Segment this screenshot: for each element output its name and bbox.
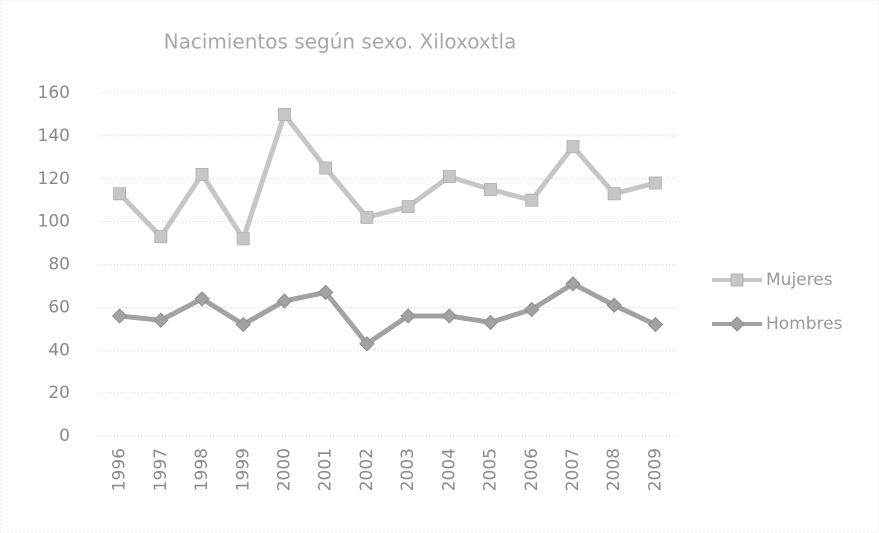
- x-tick-label: 2007: [563, 448, 583, 491]
- x-tick-label: 2001: [316, 448, 336, 491]
- chart-title: Nacimientos según sexo. Xiloxoxtla: [164, 30, 517, 54]
- marker: [236, 232, 250, 246]
- x-tick-label: 1999: [233, 448, 253, 491]
- x-tick-label: 2004: [439, 448, 459, 491]
- marker: [566, 140, 580, 154]
- y-tick-label: 160: [38, 83, 70, 103]
- marker: [524, 301, 540, 318]
- marker: [154, 230, 168, 244]
- marker: [235, 316, 251, 333]
- legend-label: Hombres: [766, 314, 843, 334]
- y-tick-label: 120: [38, 169, 70, 189]
- marker: [606, 297, 622, 313]
- marker: [484, 182, 498, 196]
- x-tick-label: 2000: [274, 448, 294, 491]
- marker: [482, 314, 499, 331]
- marker: [111, 308, 128, 324]
- series-line: [117, 111, 657, 242]
- y-tick-label: 60: [48, 297, 70, 317]
- marker: [153, 312, 169, 328]
- y-tick-label: 0: [59, 426, 70, 446]
- marker: [441, 308, 458, 324]
- marker: [442, 170, 456, 184]
- x-tick-label: 2003: [398, 448, 418, 491]
- x-tick-label: 2008: [604, 448, 624, 491]
- marker: [317, 284, 334, 301]
- marker: [359, 336, 375, 352]
- x-tick-label: 1997: [151, 448, 171, 491]
- marker: [525, 193, 539, 207]
- marker: [730, 273, 744, 287]
- x-tick-label: 2002: [357, 448, 377, 491]
- marker: [360, 210, 374, 224]
- y-tick-label: 80: [48, 255, 70, 275]
- marker: [729, 316, 745, 332]
- x-tick-label: 2006: [522, 448, 542, 491]
- marker: [607, 187, 621, 201]
- marker: [277, 107, 291, 121]
- marker: [194, 291, 210, 307]
- marker: [648, 176, 662, 190]
- x-tick-label: 2009: [645, 448, 665, 491]
- marker: [113, 187, 127, 201]
- series-line: [119, 281, 657, 347]
- y-tick-label: 100: [38, 212, 70, 232]
- y-tick-label: 20: [48, 383, 70, 403]
- marker: [565, 276, 581, 292]
- marker: [195, 167, 209, 181]
- legend-label: Mujeres: [766, 270, 833, 290]
- marker: [647, 316, 664, 333]
- y-tick-label: 40: [48, 340, 70, 360]
- y-tick-label: 140: [38, 126, 70, 146]
- x-tick-label: 2005: [481, 448, 501, 491]
- marker: [400, 308, 416, 324]
- marker: [276, 293, 293, 309]
- x-tick-label: 1998: [192, 448, 212, 491]
- marker: [401, 200, 415, 214]
- marker: [319, 161, 333, 175]
- x-tick-label: 1996: [110, 448, 130, 491]
